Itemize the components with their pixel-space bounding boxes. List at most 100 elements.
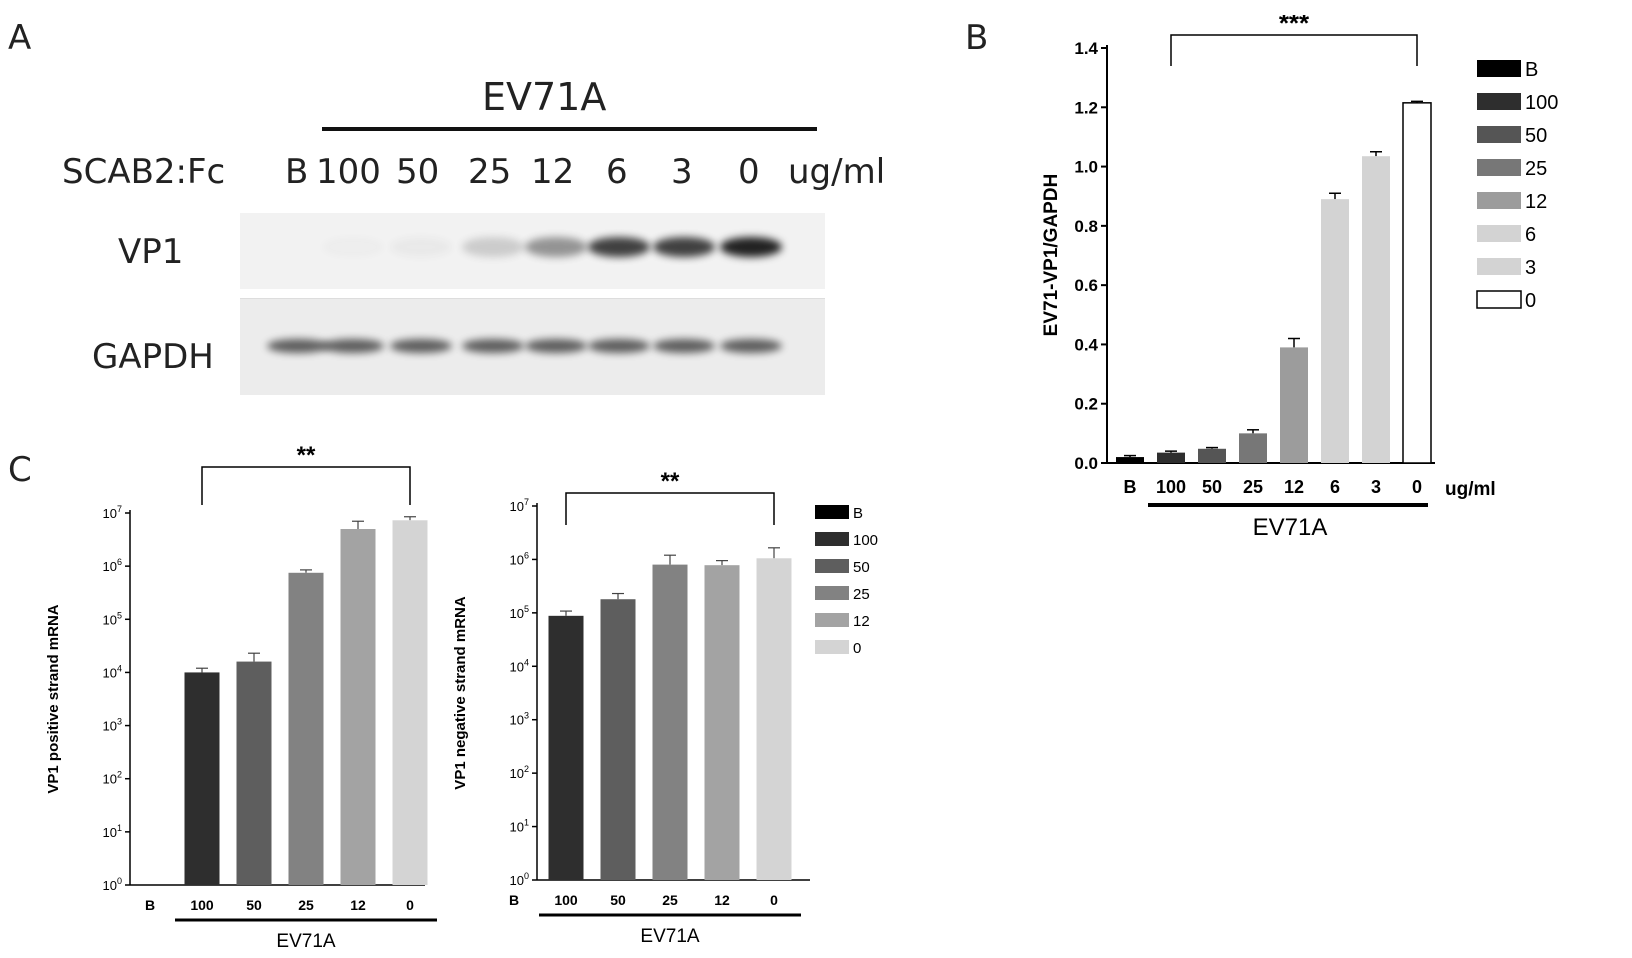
legend-swatch (815, 613, 849, 627)
significance-label: *** (1279, 15, 1310, 38)
y-tick-label: 103 (510, 711, 529, 728)
x-tick-label: 12 (350, 897, 366, 913)
legend-label: B (853, 505, 863, 522)
blot-band (720, 237, 782, 257)
significance-label: ** (661, 470, 680, 495)
significance-label: ** (297, 442, 316, 469)
legend-swatch (1477, 93, 1521, 110)
gapdh-row-label: GAPDH (92, 337, 214, 377)
y-tick-label: 102 (103, 770, 122, 787)
group-label: EV71A (1253, 514, 1328, 541)
vp1-row-label: VP1 (118, 232, 184, 272)
y-tick-label: 101 (103, 823, 122, 840)
y-tick-label: 0.8 (1074, 217, 1098, 236)
legend-label: 50 (1525, 125, 1547, 147)
legend-swatch (1476, 290, 1522, 309)
x-tick-label: 50 (1202, 477, 1222, 497)
x-tick-label: B (509, 892, 519, 908)
blot-band (390, 237, 452, 257)
bar (1280, 347, 1308, 463)
blot-band (462, 237, 524, 257)
x-tick-label: 50 (246, 897, 262, 913)
y-tick-label: 0.4 (1074, 335, 1098, 354)
group-label: EV71A (276, 931, 335, 950)
y-tick-label: 101 (510, 818, 529, 835)
legend-label: B (1525, 59, 1538, 81)
blot-band (322, 237, 384, 257)
chart-c-positive: 100 101 102 103 104 105 106 107 B 100 50 25 12 0 EV71A… (45, 442, 437, 950)
x-tick-label: 12 (1284, 477, 1304, 497)
bar (756, 558, 792, 880)
legend-swatch (1477, 126, 1521, 143)
x-tick-label: 3 (1371, 477, 1381, 497)
blot-band (267, 339, 329, 353)
x-tick-label: B (1124, 477, 1137, 497)
panel-letter-a: A (8, 18, 32, 58)
y-tick-label: 1.2 (1074, 98, 1098, 117)
y-tick-label: 105 (103, 610, 122, 627)
panel-letter-c: C (8, 450, 32, 490)
x-tick-label: 0 (770, 892, 778, 908)
legend-swatch (815, 586, 849, 600)
panel-letter-b: B (965, 18, 989, 58)
x-tick-label: 100 (190, 897, 214, 913)
gapdh-blot-strip (240, 298, 825, 395)
bar (340, 528, 376, 885)
bar (600, 599, 636, 880)
bar (704, 565, 740, 880)
y-tick-label: 0.2 (1074, 395, 1098, 414)
blot-band (390, 339, 452, 353)
x-tick-label: 12 (714, 892, 730, 908)
bar (1239, 433, 1267, 463)
bar (548, 615, 584, 880)
legend-swatch (1477, 60, 1521, 77)
legend-swatch (815, 532, 849, 546)
legend-label: 25 (853, 586, 870, 603)
lane-label: B (285, 152, 309, 192)
lane-label: 12 (531, 152, 575, 192)
y-tick-label: 1.0 (1074, 158, 1098, 177)
blot-band (588, 339, 650, 353)
x-tick-label: 25 (298, 897, 314, 913)
legend-label: 12 (1525, 191, 1547, 213)
y-tick-label: 104 (103, 663, 122, 680)
bar (652, 564, 688, 880)
legend-swatch (815, 640, 849, 654)
y-axis-label: EV71-VP1/GAPDH (1041, 174, 1062, 337)
lane-label: 3 (671, 152, 693, 192)
legend-swatch (815, 559, 849, 573)
x-tick-label: 25 (1243, 477, 1263, 497)
x-tick-label: 6 (1330, 477, 1340, 497)
x-unit-label: ug/ml (1445, 479, 1496, 500)
lane-label: 50 (396, 152, 440, 192)
y-axis-label: VP1 positive strand mRNA (45, 604, 62, 793)
lane-label: 6 (606, 152, 628, 192)
lane-label: 25 (468, 152, 512, 192)
unit-label: ug/ml (788, 152, 886, 192)
legend-label: 12 (853, 613, 870, 630)
legend-label: 0 (853, 640, 861, 657)
chart-b: 0.0 0.2 0.4 0.6 0.8 1.0 1.2 1.4 B 100 50 25 12 6 3 0 ug/… (1041, 15, 1558, 541)
blot-band (525, 339, 587, 353)
bar (184, 672, 220, 885)
blot-band (322, 339, 384, 353)
legend-swatch (1477, 258, 1521, 275)
bar (1157, 452, 1185, 463)
legend-label: 6 (1525, 224, 1536, 246)
bar (1198, 448, 1226, 463)
legend-swatch (815, 505, 849, 519)
y-tick-label: 107 (510, 497, 529, 514)
blot-band (525, 237, 587, 257)
blot-band (462, 339, 524, 353)
y-tick-label: 0.6 (1074, 276, 1098, 295)
y-tick-label: 102 (510, 764, 529, 781)
bar (1116, 457, 1144, 463)
x-tick-label: B (145, 897, 155, 913)
lane-label: 0 (738, 152, 760, 192)
significance-bracket (565, 492, 775, 525)
y-tick-label: 100 (103, 876, 122, 893)
bar (236, 661, 272, 885)
y-tick-label: 100 (510, 871, 529, 888)
y-tick-label: 0.0 (1074, 454, 1098, 473)
legend-label: 100 (1525, 92, 1558, 114)
